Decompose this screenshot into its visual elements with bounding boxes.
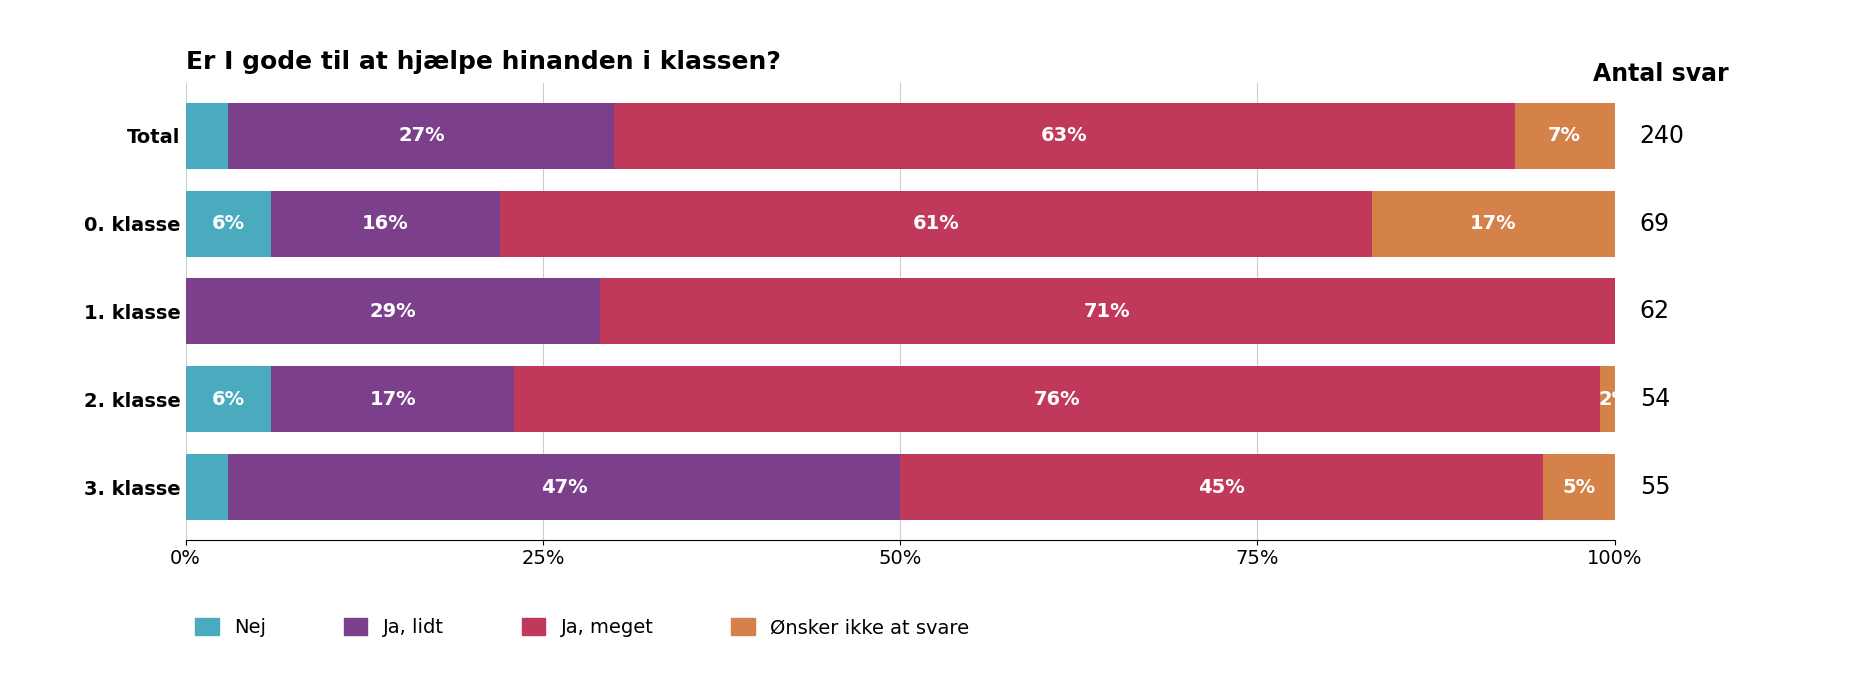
- Text: 17%: 17%: [369, 390, 416, 409]
- Bar: [900, 454, 1543, 520]
- Text: Er I gode til at hjælpe hinanden i klassen?: Er I gode til at hjælpe hinanden i klass…: [186, 50, 781, 74]
- Bar: [1599, 366, 1629, 432]
- Bar: [186, 190, 271, 257]
- Bar: [186, 366, 271, 432]
- Bar: [614, 103, 1514, 169]
- Bar: [271, 190, 499, 257]
- Text: Antal svar: Antal svar: [1592, 62, 1729, 86]
- Bar: [599, 278, 1614, 345]
- Bar: [228, 103, 614, 169]
- Bar: [1543, 454, 1614, 520]
- Bar: [514, 366, 1599, 432]
- Text: 62: 62: [1638, 300, 1670, 323]
- Bar: [186, 454, 228, 520]
- Bar: [228, 454, 900, 520]
- Bar: [1514, 103, 1614, 169]
- Bar: [186, 278, 599, 345]
- Text: 71%: 71%: [1083, 302, 1130, 321]
- Text: 47%: 47%: [540, 477, 588, 497]
- Text: 16%: 16%: [362, 214, 408, 233]
- Bar: [499, 190, 1371, 257]
- Text: 69: 69: [1638, 212, 1670, 235]
- Bar: [271, 366, 514, 432]
- Text: 6%: 6%: [211, 214, 245, 233]
- Bar: [1371, 190, 1614, 257]
- Text: 240: 240: [1638, 124, 1684, 147]
- Text: 54: 54: [1638, 388, 1670, 411]
- Text: 27%: 27%: [397, 126, 445, 145]
- Text: 17%: 17%: [1469, 214, 1516, 233]
- Text: 5%: 5%: [1562, 477, 1595, 497]
- Text: 63%: 63%: [1041, 126, 1087, 145]
- Text: 29%: 29%: [369, 302, 416, 321]
- Text: 2%: 2%: [1597, 390, 1631, 409]
- Legend: Nej, Ja, lidt, Ja, meget, Ønsker ikke at svare: Nej, Ja, lidt, Ja, meget, Ønsker ikke at…: [195, 618, 968, 637]
- Bar: [186, 103, 228, 169]
- Text: 45%: 45%: [1198, 477, 1245, 497]
- Text: 61%: 61%: [913, 214, 959, 233]
- Text: 6%: 6%: [211, 390, 245, 409]
- Text: 7%: 7%: [1547, 126, 1580, 145]
- Text: 55: 55: [1638, 475, 1670, 499]
- Text: 76%: 76%: [1033, 390, 1080, 409]
